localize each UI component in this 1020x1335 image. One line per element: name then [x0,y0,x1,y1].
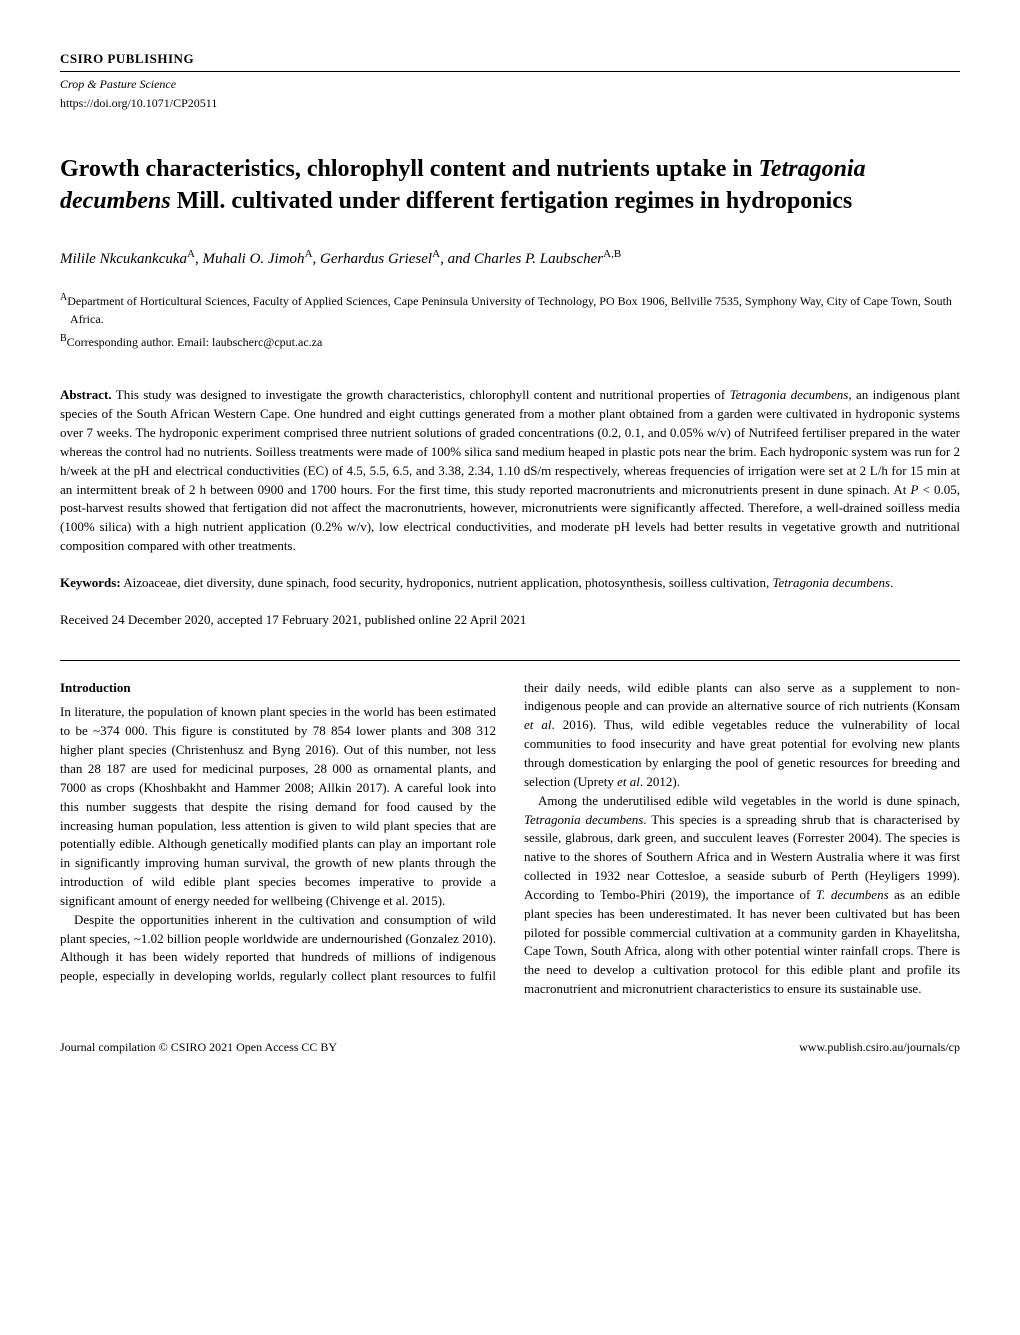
author-4: Charles P. Laubscher [474,251,603,267]
page-footer: Journal compilation © CSIRO 2021 Open Ac… [60,1039,960,1056]
header-bar: CSIRO PUBLISHING [60,50,960,72]
keywords-text: Aizoaceae, diet diversity, dune spinach,… [121,575,773,590]
doi-link[interactable]: https://doi.org/10.1071/CP20511 [60,95,960,112]
keywords-label: Keywords: [60,575,121,590]
abstract-text-2: , an indigenous plant species of the Sou… [60,387,960,496]
publisher-name: CSIRO PUBLISHING [60,50,194,69]
affiliation-b: BCorresponding author. Email: laubscherc… [60,332,960,351]
title-post: Mill. cultivated under different fertiga… [171,188,853,214]
author-list: Milile NkcukankcukaA, Muhali O. JimohA, … [60,247,960,271]
affiliation-a: ADepartment of Horticultural Sciences, F… [60,291,960,328]
abstract: Abstract. This study was designed to inv… [60,386,960,556]
journal-name: Crop & Pasture Science [60,76,960,93]
author-1: Milile Nkcukankcuka [60,251,187,267]
author-3-aff: A [432,248,440,260]
footer-copyright: Journal compilation © CSIRO 2021 Open Ac… [60,1039,337,1056]
author-1-aff: A [187,248,195,260]
intro-p1: In literature, the population of known p… [60,703,496,910]
author-4-aff: A,B [603,248,621,260]
abstract-text-1: This study was designed to investigate t… [116,387,730,402]
article-dates: Received 24 December 2020, accepted 17 F… [60,611,960,630]
body-columns: Introduction In literature, the populati… [60,679,960,999]
article-title: Growth characteristics, chlorophyll cont… [60,153,960,218]
author-2-aff: A [305,248,313,260]
author-2: Muhali O. Jimoh [202,251,304,267]
abstract-species: Tetragonia decumbens [730,387,849,402]
keywords-species: Tetragonia decumbens [772,575,890,590]
abstract-label: Abstract. [60,387,112,402]
section-divider [60,660,960,661]
author-3: Gerhardus Griesel [320,251,432,267]
intro-heading: Introduction [60,679,496,698]
intro-p3: Among the underutilised edible wild vege… [524,792,960,999]
keywords: Keywords: Aizoaceae, diet diversity, dun… [60,574,960,593]
footer-url: www.publish.csiro.au/journals/cp [799,1039,960,1056]
title-pre: Growth characteristics, chlorophyll cont… [60,156,758,182]
